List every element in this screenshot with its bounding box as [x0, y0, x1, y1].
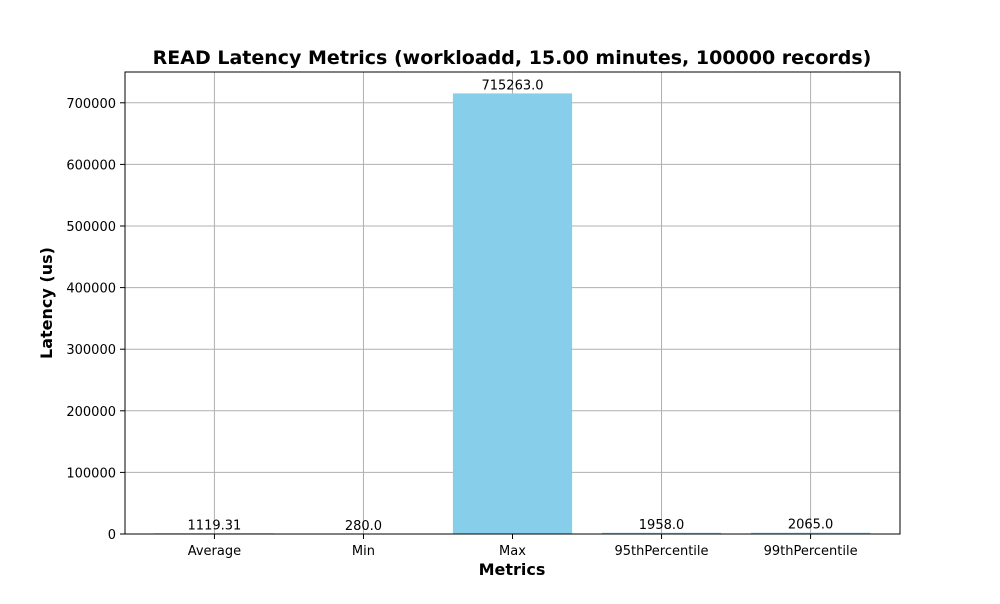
x-tick-label: Max	[499, 544, 526, 559]
bar-value-label: 715263.0	[481, 78, 543, 93]
x-tick-label: 95thPercentile	[615, 544, 709, 559]
bar-max	[452, 93, 573, 534]
y-tick-label: 700000	[66, 97, 116, 112]
data-labels-layer: 1119.31 280.0 715263.0 1958.0 2065.0	[188, 78, 834, 533]
y-tick-label: 200000	[66, 405, 116, 420]
y-tick-label: 600000	[66, 158, 116, 173]
bar-value-label: 2065.0	[788, 518, 834, 533]
x-tick-label: Min	[352, 544, 375, 559]
bars-layer	[154, 93, 871, 535]
bar-value-label: 1119.31	[188, 518, 242, 533]
y-tick-label: 500000	[66, 220, 116, 235]
y-tick-label: 400000	[66, 282, 116, 297]
y-axis-label: Latency (us)	[37, 247, 56, 359]
y-tick-label: 0	[108, 528, 116, 543]
y-tick-label: 300000	[66, 343, 116, 358]
bar-value-label: 1958.0	[639, 518, 685, 533]
bar-value-label: 280.0	[345, 519, 382, 534]
ticks-layer: 0 100000 200000 300000 400000 500000 600000 700…	[66, 97, 857, 559]
chart-title: READ Latency Metrics (workloadd, 15.00 m…	[153, 47, 872, 69]
x-axis-label: Metrics	[479, 560, 546, 579]
y-tick-label: 100000	[66, 466, 116, 481]
bar-99thpercentile	[750, 532, 871, 534]
x-tick-label: Average	[188, 544, 241, 559]
bar-95thpercentile	[601, 532, 722, 534]
x-tick-label: 99thPercentile	[764, 544, 858, 559]
